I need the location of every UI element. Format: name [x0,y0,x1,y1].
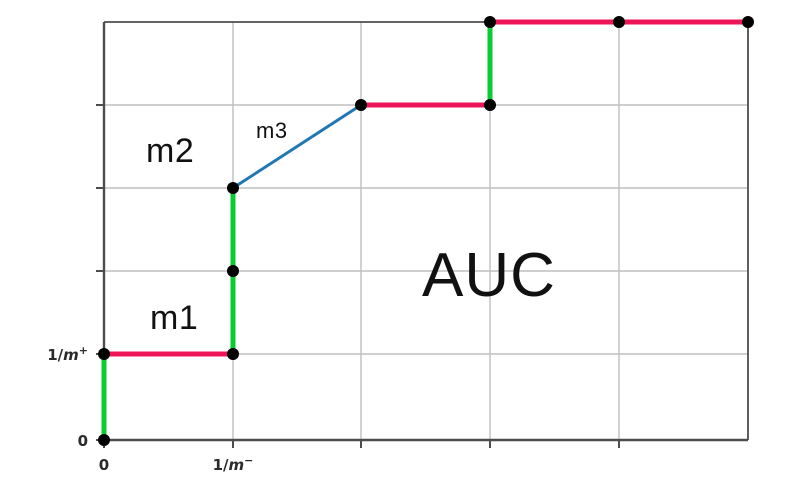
xtick-label-0: 0 [99,456,109,474]
marker-point-5 [355,99,367,111]
xtick-label-1: 1/m− [213,454,254,474]
curve-markers [98,16,754,446]
plot-background [104,22,748,440]
label-m1: m1 [150,299,198,337]
marker-point-0 [98,434,110,446]
label-m3: m3 [256,118,288,143]
marker-point-1 [98,348,110,360]
marker-point-6 [484,99,496,111]
ytick-label-0: 0 [78,432,88,450]
marker-point-4 [227,182,239,194]
marker-point-9 [742,16,754,28]
marker-point-3 [227,265,239,277]
segment-diagonal-m3 [232,103,362,190]
label-m2: m2 [146,132,194,170]
marker-point-2 [227,348,239,360]
ytick-label-1: 1/m+ [47,344,88,364]
marker-point-8 [613,16,625,28]
marker-point-7 [484,16,496,28]
label-auc: AUC [422,241,556,310]
